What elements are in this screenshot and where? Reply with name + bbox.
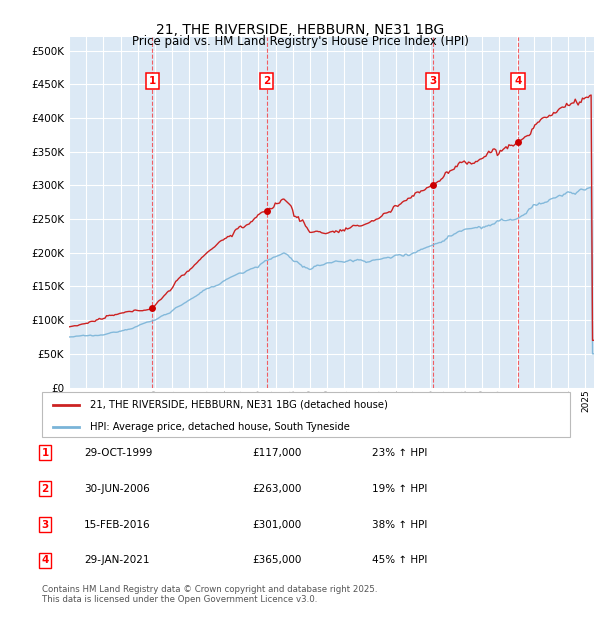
Text: 4: 4 [514, 76, 521, 86]
Text: 4: 4 [41, 556, 49, 565]
Text: 23% ↑ HPI: 23% ↑ HPI [372, 448, 427, 458]
Text: £117,000: £117,000 [252, 448, 301, 458]
Text: 15-FEB-2016: 15-FEB-2016 [84, 520, 151, 529]
FancyBboxPatch shape [42, 392, 570, 437]
Text: £301,000: £301,000 [252, 520, 301, 529]
Text: 3: 3 [429, 76, 436, 86]
Text: HPI: Average price, detached house, South Tyneside: HPI: Average price, detached house, Sout… [89, 422, 349, 432]
Text: Contains HM Land Registry data © Crown copyright and database right 2025.
This d: Contains HM Land Registry data © Crown c… [42, 585, 377, 604]
Text: 45% ↑ HPI: 45% ↑ HPI [372, 556, 427, 565]
Text: 29-JAN-2021: 29-JAN-2021 [84, 556, 149, 565]
Text: 30-JUN-2006: 30-JUN-2006 [84, 484, 150, 494]
Text: Price paid vs. HM Land Registry's House Price Index (HPI): Price paid vs. HM Land Registry's House … [131, 35, 469, 48]
Text: £263,000: £263,000 [252, 484, 301, 494]
Text: 1: 1 [41, 448, 49, 458]
Text: £365,000: £365,000 [252, 556, 301, 565]
Text: 2: 2 [41, 484, 49, 494]
Text: 29-OCT-1999: 29-OCT-1999 [84, 448, 152, 458]
Text: 21, THE RIVERSIDE, HEBBURN, NE31 1BG: 21, THE RIVERSIDE, HEBBURN, NE31 1BG [156, 23, 444, 37]
Text: 19% ↑ HPI: 19% ↑ HPI [372, 484, 427, 494]
Text: 1: 1 [149, 76, 156, 86]
Text: 38% ↑ HPI: 38% ↑ HPI [372, 520, 427, 529]
Text: 3: 3 [41, 520, 49, 529]
Text: 21, THE RIVERSIDE, HEBBURN, NE31 1BG (detached house): 21, THE RIVERSIDE, HEBBURN, NE31 1BG (de… [89, 400, 388, 410]
Text: 2: 2 [263, 76, 271, 86]
